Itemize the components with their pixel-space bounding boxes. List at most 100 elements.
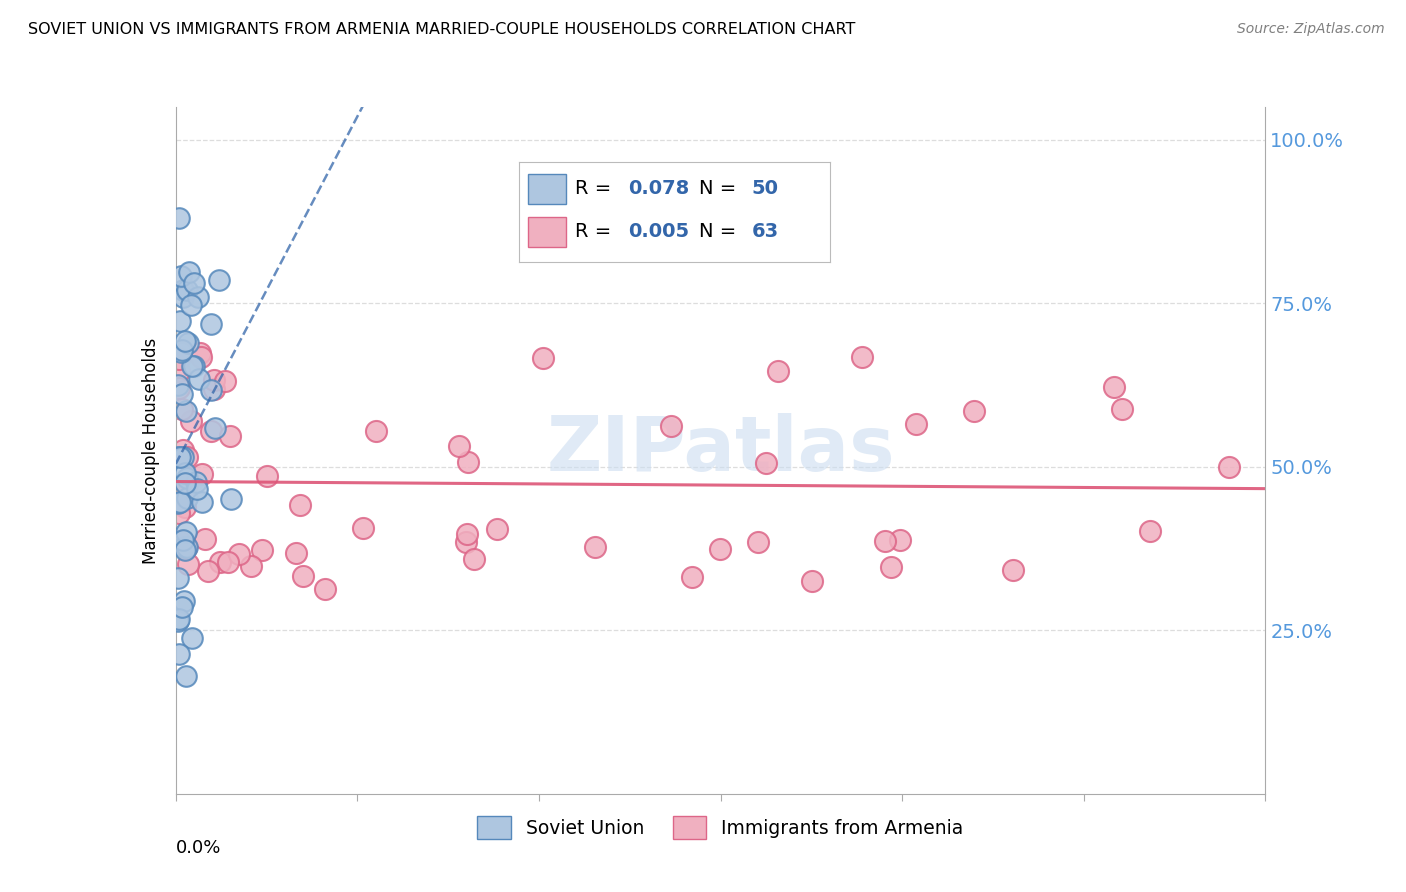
Point [188,372,211,386]
Point [851,351,873,365]
Point [202,373,225,387]
Point [709,542,731,557]
Point [292,568,315,582]
Point [183,276,205,290]
Point [485,522,508,536]
Point [191,495,214,509]
Point [172,386,194,401]
Point [256,468,278,483]
Point [166,571,188,585]
Point [457,455,479,469]
Point [284,546,307,560]
Point [169,450,191,465]
Point [167,647,190,661]
Point [1139,524,1161,538]
Point [447,438,470,452]
Point [184,475,207,490]
Point [190,350,212,364]
Point [366,425,388,439]
Point [176,557,198,571]
Point [963,404,986,418]
Point [173,540,195,554]
Point [173,476,195,491]
Point [176,450,198,465]
Point [873,534,896,549]
Point [174,403,197,417]
Point [174,543,197,558]
Point [169,211,191,226]
Y-axis label: Married-couple Households: Married-couple Households [142,337,160,564]
Point [801,574,824,588]
Point [172,450,194,464]
Point [170,343,193,358]
Point [219,492,242,507]
Point [186,482,208,496]
Point [290,498,312,512]
Point [204,421,226,435]
Point [176,471,198,485]
Point [879,559,901,574]
Point [166,377,188,392]
Point [172,283,194,297]
Point [169,381,191,395]
Point [172,442,194,457]
Point [240,558,263,573]
Point [188,346,211,360]
Point [219,429,242,443]
Point [200,317,222,331]
Point [170,401,193,416]
Point [456,527,478,541]
Point [176,491,198,505]
Point [174,668,197,682]
Point [889,533,911,547]
Point [167,612,190,626]
Point [176,478,198,492]
Point [187,290,209,304]
Point [191,467,214,481]
Point [904,417,927,432]
Point [314,582,336,597]
Point [1104,380,1126,394]
Point [659,419,682,434]
Point [169,364,191,378]
Point [176,540,198,554]
Point [766,364,789,378]
Point [217,555,239,569]
Legend: Soviet Union, Immigrants from Armenia: Soviet Union, Immigrants from Armenia [470,808,972,847]
Point [180,414,202,428]
Point [173,334,195,348]
Text: ZIPatlas: ZIPatlas [547,414,894,487]
Point [169,495,191,509]
Point [177,265,200,279]
Point [169,506,191,520]
Point [174,525,197,540]
Point [352,521,374,535]
Point [166,614,188,628]
Point [176,283,198,297]
Point [1111,401,1133,416]
Point [202,382,225,396]
Point [177,335,200,350]
Point [173,593,195,607]
Text: Source: ZipAtlas.com: Source: ZipAtlas.com [1237,22,1385,37]
Point [200,383,222,397]
Point [747,534,769,549]
Point [174,541,197,555]
Text: 0.0%: 0.0% [176,838,221,856]
Text: SOVIET UNION VS IMMIGRANTS FROM ARMENIA MARRIED-COUPLE HOUSEHOLDS CORRELATION CH: SOVIET UNION VS IMMIGRANTS FROM ARMENIA … [28,22,855,37]
Point [170,269,193,284]
Point [1001,564,1024,578]
Point [463,552,485,566]
Point [181,631,204,645]
Point [208,555,231,569]
Point [180,359,202,373]
Point [183,359,205,373]
Point [208,273,231,287]
Point [173,500,195,514]
Point [200,424,222,438]
Point [1218,459,1240,474]
Point [197,564,219,578]
Point [454,535,477,549]
Point [172,290,194,304]
Point [755,456,778,470]
